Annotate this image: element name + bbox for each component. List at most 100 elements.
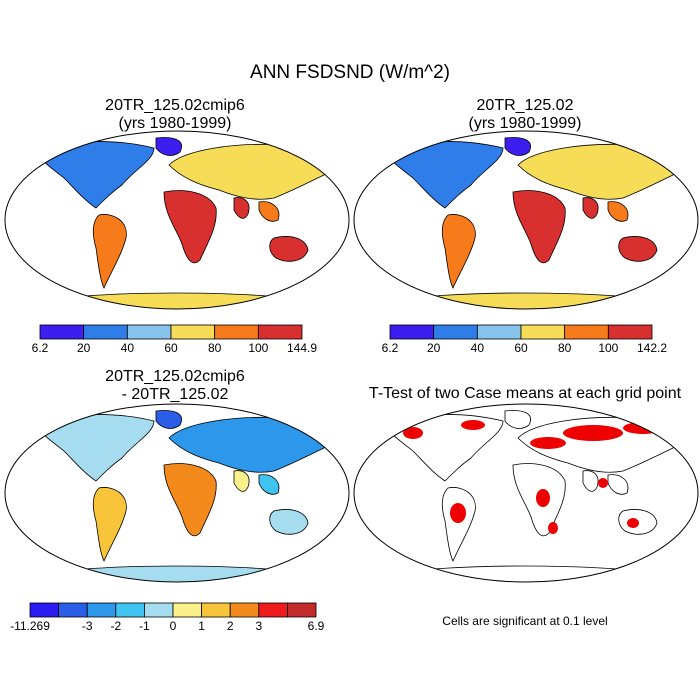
colorbar-tick-label: -11.269 xyxy=(10,619,50,633)
land-se-asia xyxy=(607,201,629,222)
land-australia xyxy=(618,236,658,262)
colorbar-box xyxy=(39,324,85,340)
land-greenland xyxy=(504,137,531,156)
colorbar-tick-label: -2 xyxy=(110,619,121,633)
land-north-america xyxy=(33,141,155,209)
map-panel1 xyxy=(4,130,350,310)
land-europe-asia xyxy=(517,143,676,200)
panel4-title-line1: T-Test of two Case means at each grid po… xyxy=(368,385,682,402)
map-panel4 xyxy=(353,403,699,583)
colorbar-tick-label: -1 xyxy=(139,619,150,633)
colorbar-tick-label: 3 xyxy=(255,619,262,633)
colorbar-box xyxy=(286,602,317,618)
colorbar-box xyxy=(564,324,609,340)
colorbar-box xyxy=(172,602,203,618)
land-africa xyxy=(512,190,566,264)
colorbar-box xyxy=(144,602,174,618)
land-south-america xyxy=(441,487,476,562)
colorbar-tick-label: 40 xyxy=(121,341,135,355)
colorbar-box xyxy=(389,324,435,340)
colorbar-tick-label: 60 xyxy=(514,341,528,355)
colorbar-box xyxy=(83,324,128,340)
colorbar-tick-label: 80 xyxy=(558,341,572,355)
colorbar-box xyxy=(115,602,145,618)
colorbar-tick-label: 20 xyxy=(427,341,441,355)
land-india xyxy=(582,197,599,219)
land-india xyxy=(233,197,250,219)
colorbar-tick-label: 1 xyxy=(198,619,205,633)
significant-cells xyxy=(461,420,485,430)
land-se-asia xyxy=(607,474,629,495)
land-greenland xyxy=(504,410,531,429)
land-india xyxy=(582,470,599,492)
significant-cells xyxy=(450,503,466,523)
colorbar-box xyxy=(201,602,231,618)
figure-title: ANN FSDSND (W/m^2) xyxy=(250,62,450,83)
panel1-title: 20TR_125.02cmip6 (yrs 1980-1999) xyxy=(40,97,310,133)
colorbar-tick-label: 2 xyxy=(227,619,234,633)
panel2-title-line1: 20TR_125.02 xyxy=(476,97,574,114)
land-greenland xyxy=(155,137,182,156)
colorbar-tick-label: 100 xyxy=(598,341,618,355)
colorbar-box xyxy=(257,324,303,340)
land-europe-asia xyxy=(168,416,327,473)
significant-cells xyxy=(563,425,623,441)
colorbar-box xyxy=(258,602,288,618)
land-australia xyxy=(269,509,309,535)
colorbar-tick-label: -3 xyxy=(82,619,93,633)
map-panel2 xyxy=(353,130,699,310)
colorbar-box xyxy=(126,324,172,340)
colorbar-tick-label: 6.2 xyxy=(382,341,399,355)
colorbar-box xyxy=(214,324,259,340)
significance-note: Cells are significant at 0.1 level xyxy=(442,614,608,628)
significant-cells xyxy=(548,522,558,534)
land-greenland xyxy=(155,410,182,429)
panel1-title-line2: (yrs 1980-1999) xyxy=(118,115,232,132)
colorbar-box xyxy=(476,324,522,340)
panel3-title-line1: 20TR_125.02cmip6 xyxy=(105,368,245,385)
significant-cells xyxy=(530,437,566,449)
panel3-title: 20TR_125.02cmip6 - 20TR_125.02 xyxy=(40,368,310,404)
colorbar-tick-label: 144.9 xyxy=(287,341,317,355)
land-south-america xyxy=(92,487,127,562)
colorbar-box xyxy=(170,324,216,340)
colorbar-box xyxy=(433,324,478,340)
colorbar-panel1: 6.2 20 40 60 80 100 144.9 xyxy=(32,324,317,355)
colorbar-tick-label: 80 xyxy=(208,341,222,355)
colorbar-panel3: -11.269 -3 -2 -1 0 1 2 3 6.9 xyxy=(10,602,325,633)
land-europe-asia xyxy=(168,143,327,200)
significant-cells xyxy=(536,489,550,507)
land-se-asia xyxy=(258,474,280,495)
panel4-title: T-Test of two Case means at each grid po… xyxy=(350,385,700,403)
map-panel3 xyxy=(4,403,350,583)
land-south-america xyxy=(92,214,127,289)
colorbar-tick-label: 6.9 xyxy=(308,619,325,633)
land-india xyxy=(233,470,250,492)
significant-cells xyxy=(627,518,639,528)
land-north-america xyxy=(382,141,504,209)
land-north-america xyxy=(33,414,155,482)
land-australia xyxy=(269,236,309,262)
panel3-title-line2: - 20TR_125.02 xyxy=(121,386,229,403)
colorbar-box xyxy=(86,602,117,618)
colorbar-box xyxy=(229,602,260,618)
colorbar-tick-label: 100 xyxy=(248,341,268,355)
colorbar-tick-label: 0 xyxy=(170,619,177,633)
land-africa xyxy=(163,463,217,537)
colorbar-box xyxy=(29,602,60,618)
colorbar-box xyxy=(58,602,88,618)
significant-cells xyxy=(598,478,608,488)
land-africa xyxy=(163,190,217,264)
significant-cells xyxy=(403,427,423,439)
land-south-america xyxy=(441,214,476,289)
colorbar-tick-label: 20 xyxy=(77,341,91,355)
panel2-title-line2: (yrs 1980-1999) xyxy=(468,115,582,132)
panel1-title-line1: 20TR_125.02cmip6 xyxy=(105,97,245,114)
land-se-asia xyxy=(258,201,280,222)
colorbar-tick-label: 6.2 xyxy=(32,341,49,355)
panel2-title: 20TR_125.02 (yrs 1980-1999) xyxy=(390,97,660,133)
colorbar-panel2: 6.2 20 40 60 80 100 142.2 xyxy=(382,324,667,355)
colorbar-tick-label: 60 xyxy=(164,341,178,355)
colorbar-tick-label: 40 xyxy=(471,341,485,355)
colorbar-box xyxy=(607,324,653,340)
